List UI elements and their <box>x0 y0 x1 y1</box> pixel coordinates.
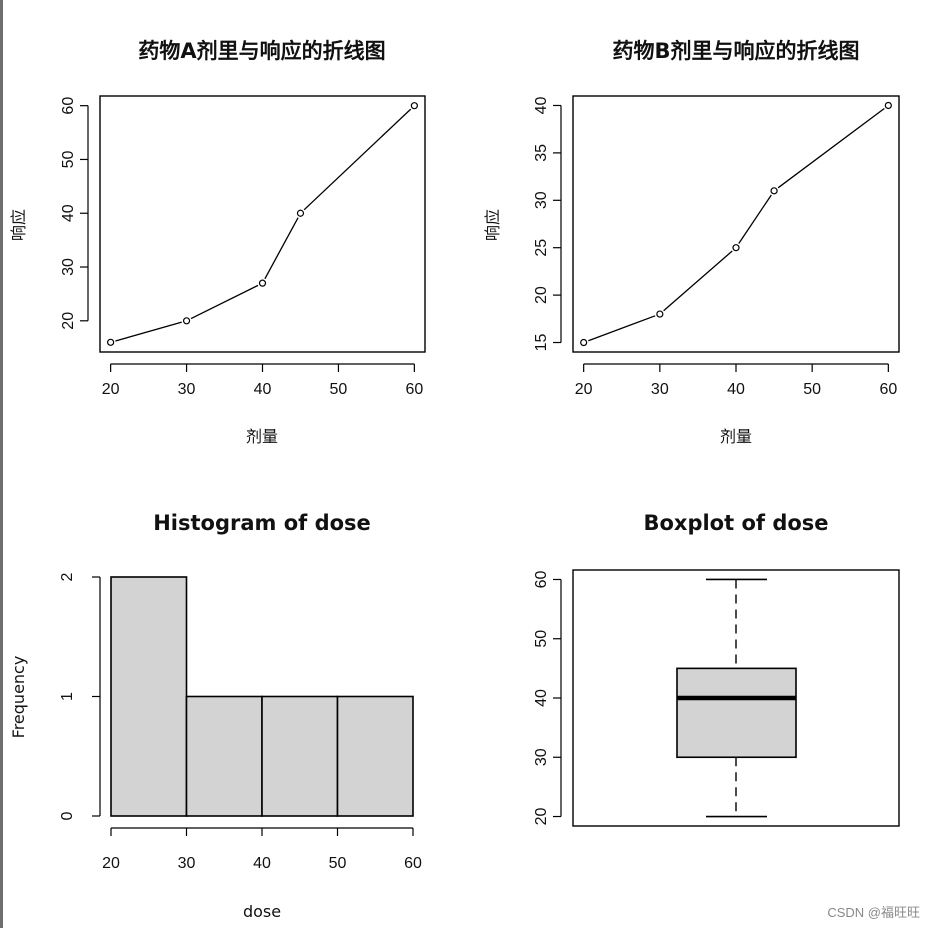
x-tick-label: 30 <box>178 381 196 398</box>
series-line-segment <box>115 321 182 342</box>
x-tick-label: 60 <box>405 381 423 398</box>
y-tick-label: 25 <box>533 239 550 257</box>
y-axis-label: 响应 <box>9 209 28 241</box>
x-tick-label: 60 <box>879 381 897 398</box>
x-tick-label: 20 <box>102 855 120 872</box>
x-axis-label: 剂量 <box>246 427 278 446</box>
watermark: CSDN @福旺旺 <box>827 905 920 920</box>
series-line-segment <box>663 250 733 312</box>
data-point <box>258 279 267 287</box>
x-axis-label: 剂量 <box>720 427 752 446</box>
x-tick-label: 50 <box>329 855 347 872</box>
x-axis-label: dose <box>243 902 281 921</box>
series-line-segment <box>190 284 259 320</box>
histogram-bar <box>185 695 263 817</box>
y-tick-label: 60 <box>533 570 550 588</box>
panel-drug-b-line: 药物B剂里与响应的折线图 剂量 响应 20 30 40 50 60 15 20 25 30 35 4… <box>483 39 900 446</box>
y-tick-label: 20 <box>533 808 550 826</box>
y-tick-label: 60 <box>60 97 77 115</box>
x-tick-label: 40 <box>253 855 271 872</box>
data-point <box>296 209 305 217</box>
y-tick-label: 40 <box>533 96 550 114</box>
y-tick-label: 30 <box>60 258 77 276</box>
data-point <box>182 317 191 325</box>
x-tick-label: 20 <box>575 381 593 398</box>
y-tick-label: 40 <box>533 689 550 707</box>
series-line-segment <box>303 108 412 211</box>
y-axis-label: Frequency <box>9 656 28 739</box>
histogram-bar <box>110 576 188 817</box>
y-tick-label: 35 <box>533 144 550 162</box>
chart-title: 药物A剂里与响应的折线图 <box>138 39 385 63</box>
plot-frame <box>99 95 426 353</box>
x-tick-label: 60 <box>404 855 422 872</box>
y-axis-label: 响应 <box>483 209 502 241</box>
y-tick-label: 1 <box>59 692 76 701</box>
y-tick-label: 30 <box>533 191 550 209</box>
data-point <box>656 310 664 318</box>
data-point <box>580 338 588 347</box>
data-point <box>732 244 740 252</box>
panel-boxplot: Boxplot of dose 20 30 40 50 60 <box>533 511 900 827</box>
x-tick-label: 30 <box>651 381 669 398</box>
x-tick-label: 50 <box>803 381 821 398</box>
y-tick-label: 30 <box>533 748 550 766</box>
x-tick-label: 50 <box>330 381 348 398</box>
chart-title: Boxplot of dose <box>643 511 828 535</box>
y-tick-label: 50 <box>60 150 77 168</box>
histogram-bar <box>261 695 339 817</box>
plot-frame <box>572 569 900 827</box>
x-tick-label: 40 <box>254 381 272 398</box>
y-tick-label: 20 <box>60 312 77 330</box>
series-line-segment <box>264 217 299 280</box>
y-tick-label: 50 <box>533 630 550 648</box>
data-point <box>770 187 778 195</box>
plot-frame <box>572 95 900 353</box>
window-left-border <box>0 0 3 928</box>
y-tick-label: 40 <box>60 204 77 222</box>
histogram-bar <box>336 695 414 817</box>
series-line-segment <box>738 194 772 244</box>
x-tick-label: 30 <box>178 855 196 872</box>
iqr-box <box>676 667 797 759</box>
data-point <box>107 338 115 346</box>
chart-title: Histogram of dose <box>153 511 371 535</box>
panel-histogram: Histogram of dose dose Frequency 20 30 40 5… <box>9 511 422 921</box>
data-point <box>410 102 418 110</box>
panel-drug-a-line: 药物A剂里与响应的折线图 剂量 响应 20 30 40 50 60 20 30 40 50 60 <box>9 39 426 446</box>
x-tick-label: 40 <box>727 381 745 398</box>
x-tick-label: 20 <box>102 381 120 398</box>
series-line-segment <box>588 315 656 342</box>
y-tick-label: 20 <box>533 286 550 304</box>
chart-title: 药物B剂里与响应的折线图 <box>612 39 859 63</box>
data-point <box>884 101 892 110</box>
y-tick-label: 0 <box>59 811 76 820</box>
y-tick-label: 2 <box>59 572 76 581</box>
series-line-segment <box>777 107 885 189</box>
y-tick-label: 15 <box>533 334 550 352</box>
